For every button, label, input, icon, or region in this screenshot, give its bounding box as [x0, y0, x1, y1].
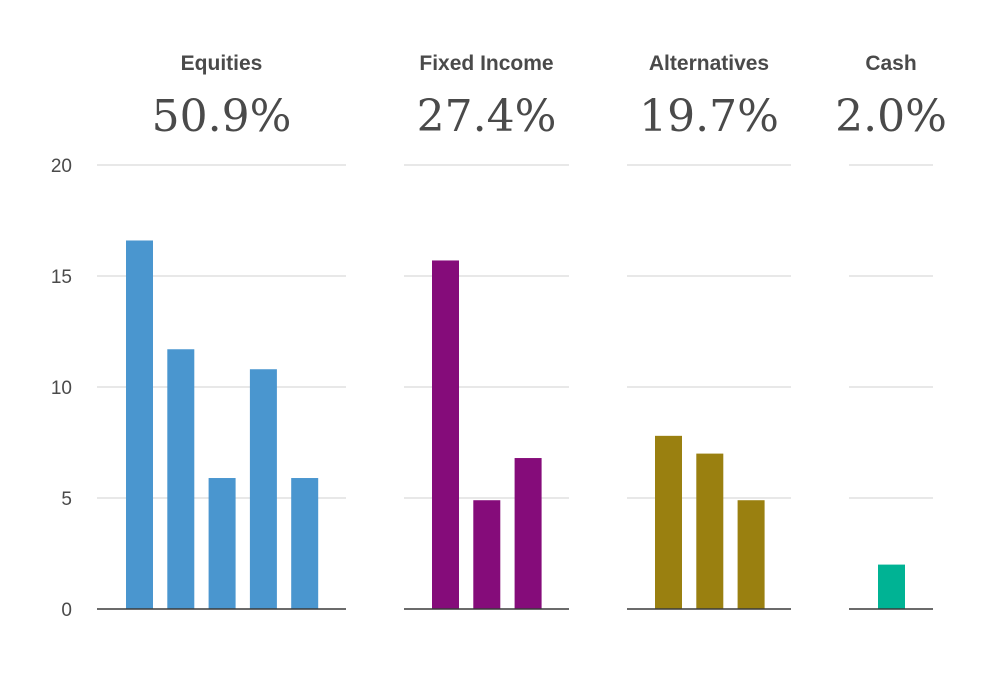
- panel-percent: 19.7%: [639, 91, 779, 142]
- bar: [208, 478, 236, 609]
- bar: [737, 500, 765, 609]
- panel-percent: 2.0%: [835, 91, 947, 142]
- panel-alternatives: Alternatives 19.7%: [627, 52, 791, 610]
- y-tick-label: 15: [51, 267, 72, 288]
- bar: [432, 260, 459, 609]
- bar: [514, 458, 542, 609]
- bar: [696, 453, 724, 609]
- bar: [249, 369, 277, 609]
- bar: [473, 500, 501, 609]
- bar: [878, 564, 905, 609]
- y-tick-label: 20: [51, 156, 72, 177]
- y-tick-label: 10: [51, 378, 72, 399]
- bar: [126, 240, 153, 610]
- chart-panels: Equities 50.9% Fixed Income 27.4% Alternativ…: [97, 52, 947, 610]
- panel-title: Alternatives: [649, 52, 769, 75]
- panel-title: Equities: [181, 52, 263, 75]
- panel-percent: 27.4%: [417, 91, 557, 142]
- panel-title: Fixed Income: [419, 52, 553, 75]
- panel-equities: Equities 50.9%: [97, 52, 346, 610]
- bar: [167, 349, 195, 609]
- y-tick-label: 5: [61, 489, 72, 510]
- y-axis: 0 5 10 15 20: [51, 156, 72, 621]
- y-tick-label: 0: [61, 600, 72, 621]
- bar: [655, 435, 682, 609]
- panel-fixed-income: Fixed Income 27.4%: [404, 52, 569, 610]
- panel-title: Cash: [865, 52, 916, 75]
- panel-cash: Cash 2.0%: [835, 52, 947, 610]
- panel-percent: 50.9%: [152, 91, 292, 142]
- bar: [291, 478, 319, 609]
